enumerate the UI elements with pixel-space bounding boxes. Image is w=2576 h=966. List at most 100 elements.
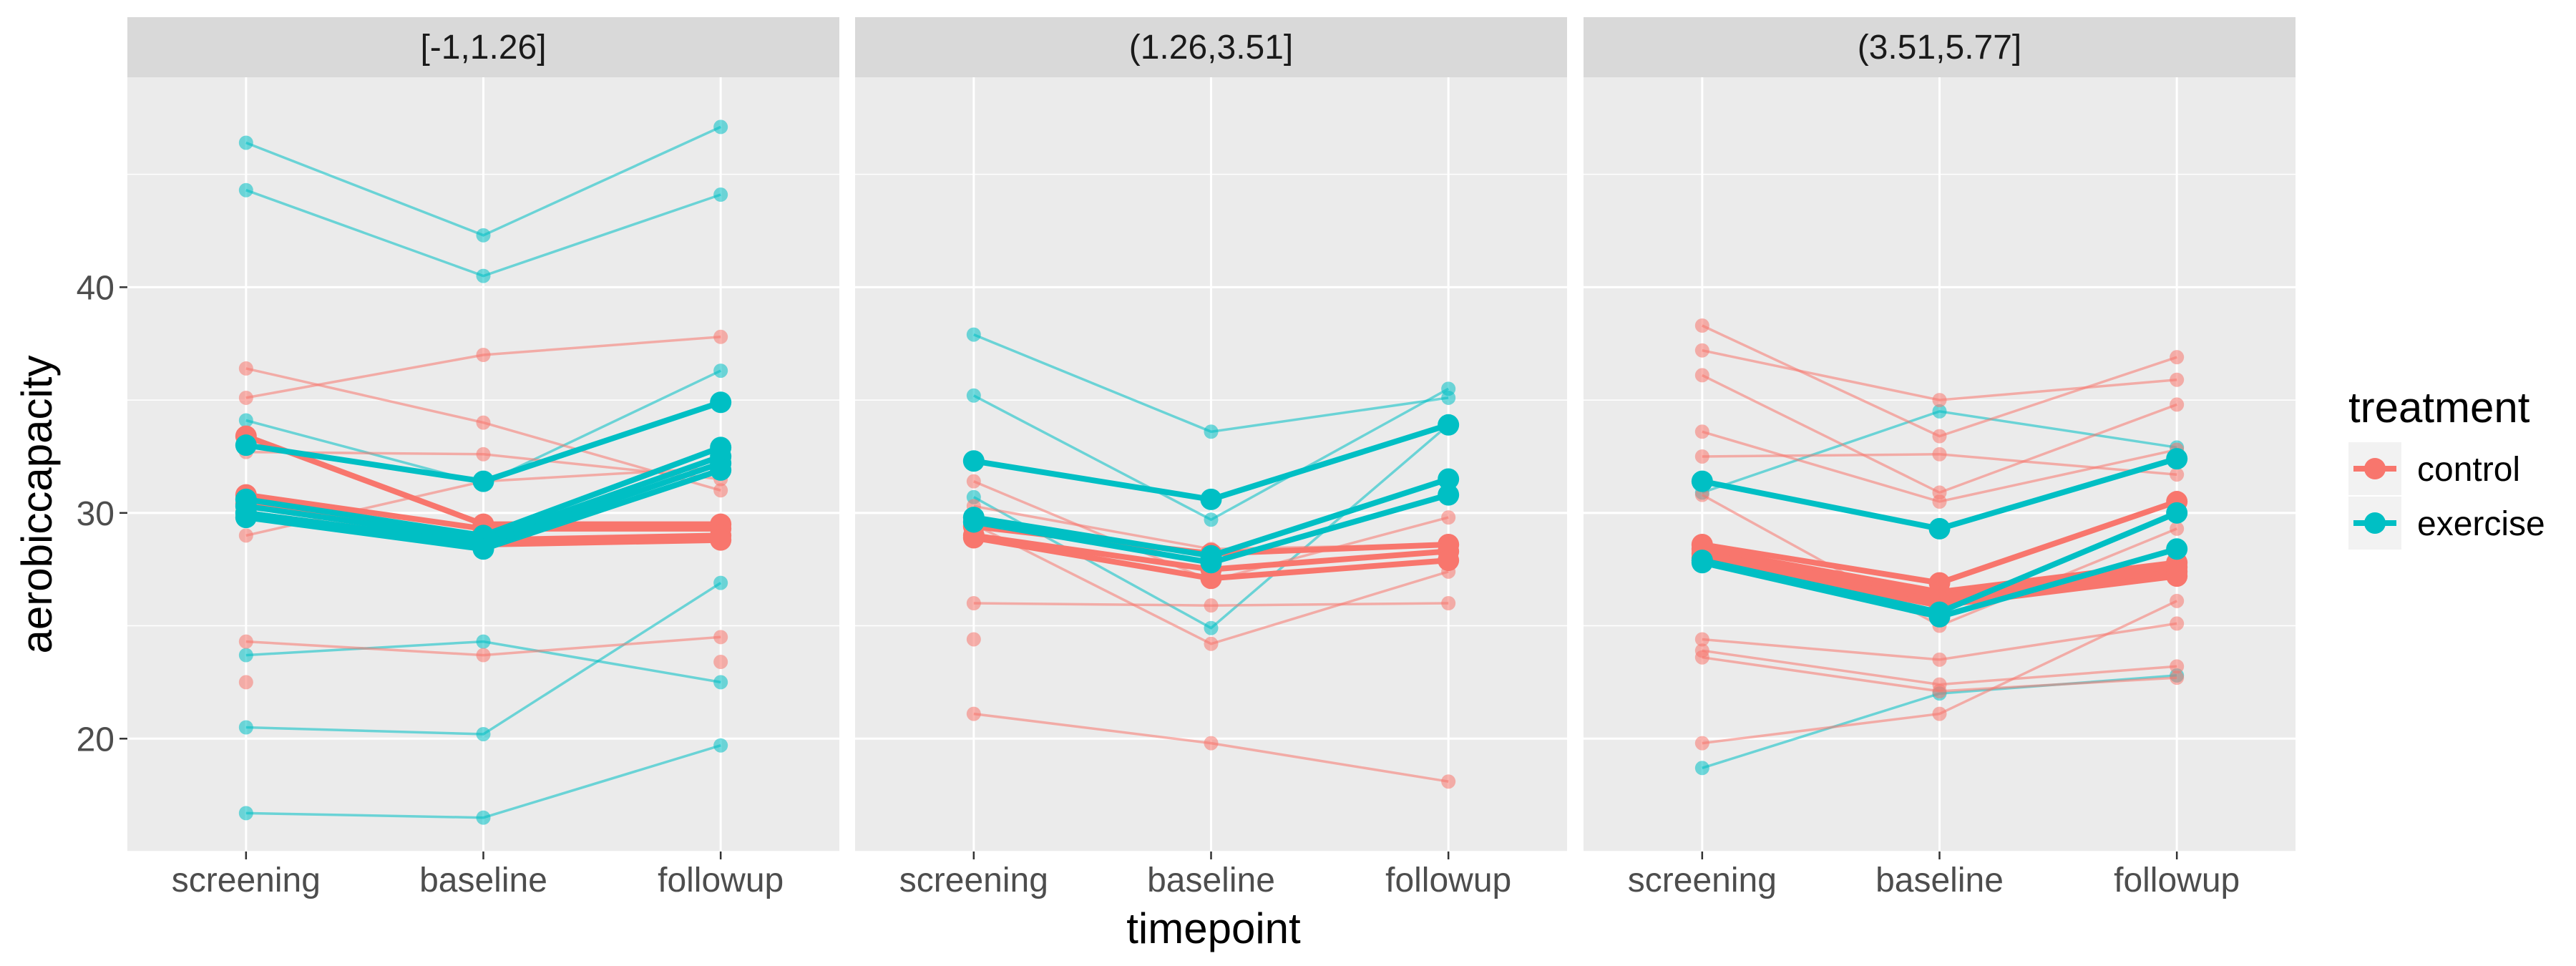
x-tick-label: baseline [1875, 862, 2004, 899]
facet-panels: [-1,1.26] screening baseline followup (1.26,… [77, 17, 2296, 899]
individual-point [476, 415, 491, 430]
individual-point [476, 228, 491, 243]
legend: treatment control exercise [2348, 384, 2545, 550]
individual-point [1441, 510, 1456, 525]
model-point [710, 391, 732, 414]
individual-point [2170, 372, 2185, 387]
legend-label-control: control [2417, 451, 2520, 489]
individual-point [713, 655, 728, 670]
model-point [1438, 484, 1460, 506]
individual-point [713, 364, 728, 379]
individual-point [1204, 598, 1219, 613]
individual-point [2170, 397, 2185, 412]
individual-point [1932, 684, 1947, 699]
individual-point [2170, 467, 2185, 482]
individual-point [713, 630, 728, 645]
individual-point [2170, 659, 2185, 674]
individual-point [238, 806, 253, 821]
individual-point [238, 413, 253, 428]
individual-point [1694, 736, 1709, 751]
model-point [2166, 502, 2188, 524]
facet-strip [127, 17, 839, 77]
individual-point [238, 135, 253, 150]
individual-point [238, 648, 253, 663]
x-tick-label: baseline [1147, 862, 1275, 899]
facet-strip-label: [-1,1.26] [420, 29, 546, 67]
individual-point [238, 720, 253, 735]
individual-point [1694, 632, 1709, 647]
individual-point [1932, 393, 1947, 408]
individual-point [2170, 521, 2185, 536]
individual-point [1694, 343, 1709, 358]
individual-point [713, 187, 728, 203]
model-point [235, 507, 257, 529]
individual-point [1932, 652, 1947, 667]
individual-point [1694, 449, 1709, 464]
individual-point [476, 634, 491, 649]
individual-point [238, 675, 253, 690]
x-tick-label: screening [1628, 862, 1777, 899]
facet-strip [1584, 17, 2296, 77]
x-tick-label: followup [658, 862, 784, 899]
model-point [962, 511, 985, 533]
individual-point [238, 528, 253, 543]
individual-point [1932, 447, 1947, 462]
model-point [1691, 470, 1713, 492]
individual-point [2170, 670, 2185, 686]
individual-point [1932, 404, 1947, 419]
individual-point [2170, 593, 2185, 608]
x-tick-label: screening [899, 862, 1048, 899]
individual-point [1694, 318, 1709, 333]
model-point [962, 527, 985, 549]
individual-point [1441, 596, 1456, 611]
facet-strip-label: (3.51,5.77] [1858, 29, 2022, 67]
individual-point [1204, 512, 1219, 527]
individual-point [238, 634, 253, 649]
individual-point [476, 447, 491, 462]
individual-point [238, 361, 253, 376]
individual-point [1932, 706, 1947, 721]
individual-point [966, 596, 981, 611]
y-tick-label: 40 [77, 269, 114, 307]
individual-point [966, 327, 981, 342]
individual-point [1441, 774, 1456, 789]
individual-point [2170, 616, 2185, 631]
model-point [1928, 517, 1951, 540]
model-point [710, 529, 732, 551]
individual-point [1204, 424, 1219, 439]
model-point [1438, 414, 1460, 436]
individual-point [476, 726, 491, 741]
facet-panel: [-1,1.26] screening baseline followup [127, 17, 839, 899]
model-point [2166, 448, 2188, 470]
model-point [710, 459, 732, 481]
individual-point [966, 388, 981, 403]
individual-point [238, 182, 253, 197]
legend-label-exercise: exercise [2417, 505, 2545, 543]
individual-point [966, 474, 981, 489]
individual-point [713, 119, 728, 135]
individual-point [476, 268, 491, 283]
individual-point [713, 575, 728, 590]
individual-point [1694, 650, 1709, 665]
individual-point [1441, 381, 1456, 396]
individual-point [1694, 368, 1709, 383]
individual-point [966, 632, 981, 647]
individual-point [476, 348, 491, 363]
individual-point [713, 329, 728, 344]
legend-key-point [2364, 512, 2386, 534]
facet-strip-label: (1.26,3.51] [1129, 29, 1294, 67]
individual-point [1932, 429, 1947, 444]
legend-key-point [2364, 458, 2386, 479]
model-point [1200, 567, 1222, 590]
x-tick-label: baseline [419, 862, 547, 899]
facet-panel: (1.26,3.51] screening baseline followup [855, 17, 1567, 899]
model-point [472, 538, 494, 560]
individual-point [966, 706, 981, 721]
individual-point [713, 483, 728, 498]
individual-point [1204, 620, 1219, 635]
model-point [1691, 552, 1713, 574]
individual-point [713, 738, 728, 753]
model-point [1438, 550, 1460, 572]
y-tick-label: 20 [77, 721, 114, 758]
